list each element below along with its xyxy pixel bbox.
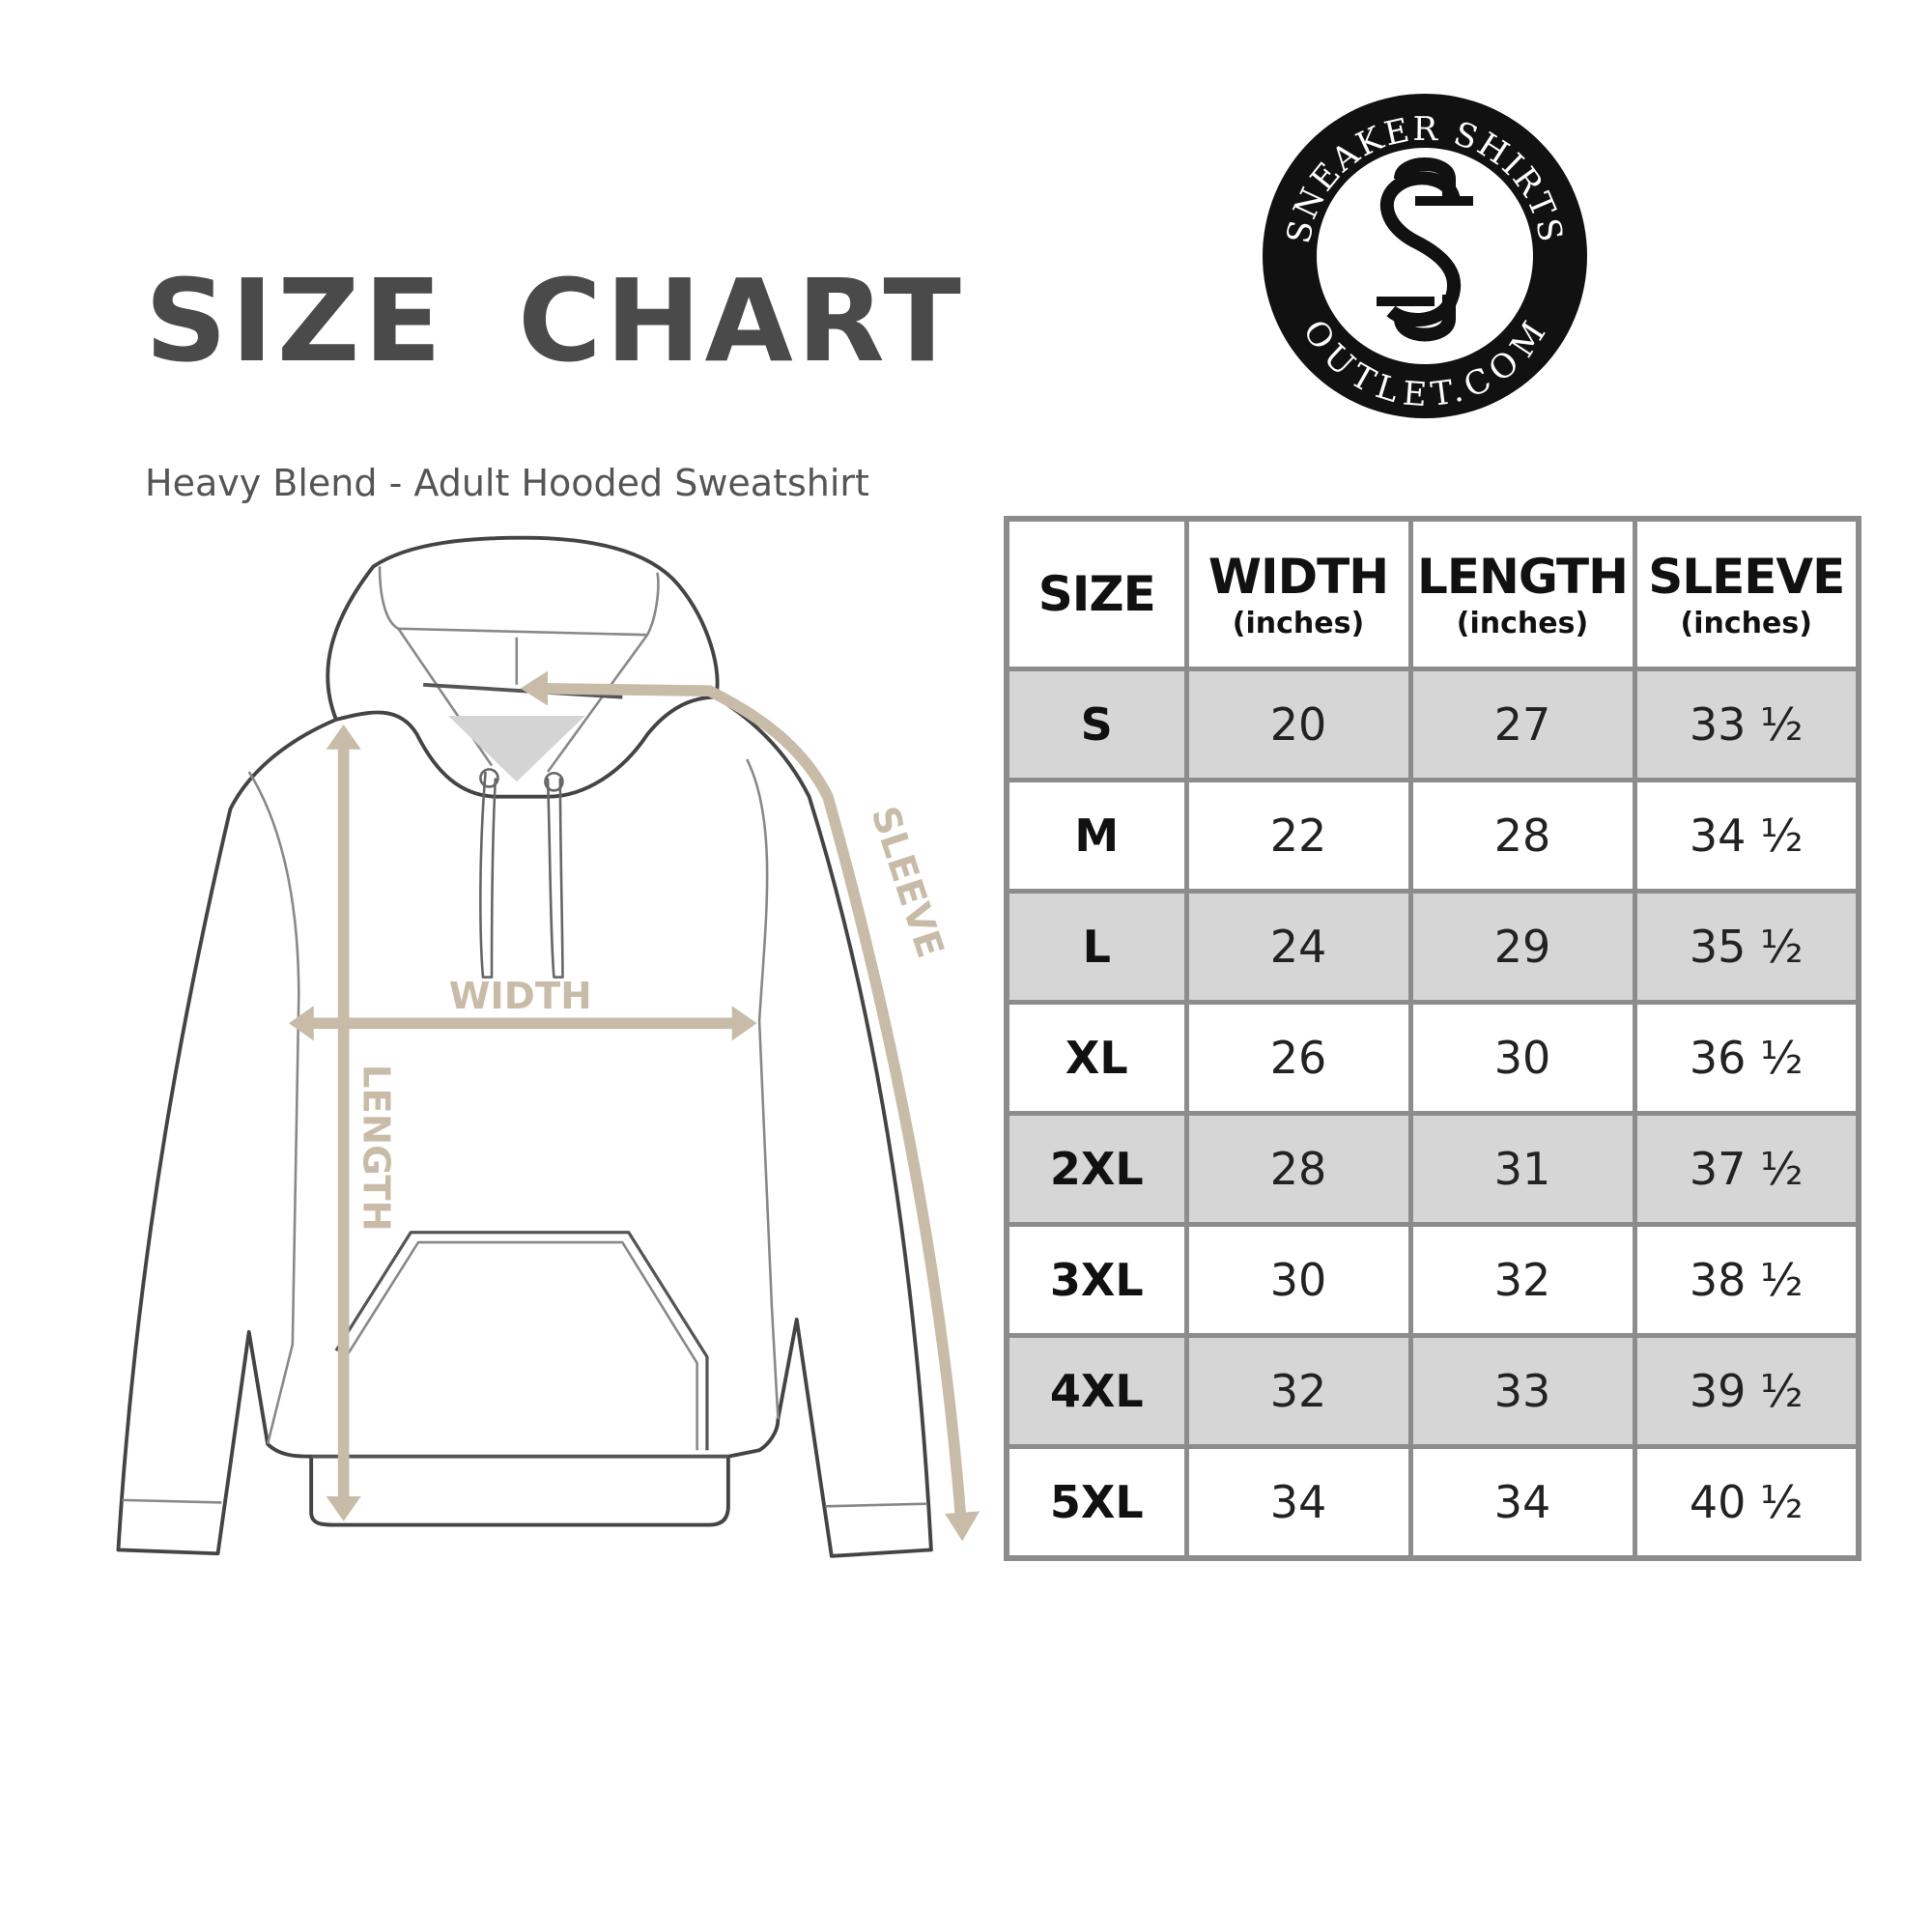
size-cell: XL: [1004, 1000, 1189, 1116]
size-cell: M: [1004, 778, 1189, 894]
header-label: WIDTH: [1208, 548, 1389, 605]
size-cell: 3XL: [1004, 1222, 1189, 1338]
sleeve-cell: 33 ½: [1632, 667, 1861, 782]
table-row: L 24 29 35 ½: [1004, 889, 1861, 1005]
sleeve-arrow: [531, 682, 967, 1527]
page-title: SIZE CHART: [145, 254, 965, 387]
column-header-width: WIDTH (inches): [1183, 516, 1413, 671]
hood-outline: [326, 535, 720, 799]
length-cell: 28: [1407, 778, 1637, 894]
sleeve-label: SLEEVE: [863, 801, 952, 963]
length-cell: 33: [1407, 1333, 1637, 1449]
table-row: 2XL 28 31 37 ½: [1004, 1111, 1861, 1227]
length-cell: 27: [1407, 667, 1637, 782]
size-cell: S: [1004, 667, 1189, 782]
width-cell: 34: [1183, 1444, 1413, 1561]
width-cell: 30: [1183, 1222, 1413, 1338]
length-cell: 34: [1407, 1444, 1637, 1561]
column-header-sleeve: SLEEVE (inches): [1632, 516, 1861, 671]
sleeve-cell: 36 ½: [1632, 1000, 1861, 1116]
table-row: M 22 28 34 ½: [1004, 778, 1861, 894]
table-row: 5XL 34 34 40 ½: [1004, 1444, 1861, 1561]
size-cell: 2XL: [1004, 1111, 1189, 1227]
sleeve-cell: 38 ½: [1632, 1222, 1861, 1338]
size-table: SIZE WIDTH (inches) LENGTH (inches) SLEEVE (in…: [1004, 516, 1861, 1561]
header-label: SLEEVE: [1648, 548, 1845, 605]
brand-logo: SNEAKER SHIRTS OUTLET.COM: [1263, 94, 1587, 418]
pocket-outline: [334, 1231, 709, 1451]
width-cell: 20: [1183, 667, 1413, 782]
sleeve-cell: 39 ½: [1632, 1333, 1861, 1449]
sleeve-cell: 40 ½: [1632, 1444, 1861, 1561]
table-row: 3XL 30 32 38 ½: [1004, 1222, 1861, 1338]
width-cell: 24: [1183, 889, 1413, 1005]
width-cell: 22: [1183, 778, 1413, 894]
table-row: S 20 27 33 ½: [1004, 667, 1861, 782]
size-cell: 5XL: [1004, 1444, 1189, 1561]
column-header-size: SIZE: [1004, 516, 1189, 671]
table-row: XL 26 30 36 ½: [1004, 1000, 1861, 1116]
width-cell: 28: [1183, 1111, 1413, 1227]
size-cell: L: [1004, 889, 1189, 1005]
header-label: LENGTH: [1417, 548, 1629, 605]
table-row: 4XL 32 33 39 ½: [1004, 1333, 1861, 1449]
header-unit: (inches): [1232, 606, 1365, 640]
sleeve-cell: 35 ½: [1632, 889, 1861, 1005]
size-cell: 4XL: [1004, 1333, 1189, 1449]
width-cell: 26: [1183, 1000, 1413, 1116]
length-cell: 32: [1407, 1222, 1637, 1338]
sleeve-cell: 34 ½: [1632, 778, 1861, 894]
width-cell: 32: [1183, 1333, 1413, 1449]
header-unit: (inches): [1456, 606, 1589, 640]
body-outline: [116, 695, 933, 1558]
product-subtitle: Heavy Blend - Adult Hooded Sweatshirt: [145, 462, 869, 504]
length-label: LENGTH: [354, 1065, 397, 1232]
header-unit: (inches): [1680, 606, 1812, 640]
sleeve-cell: 37 ½: [1632, 1111, 1861, 1227]
length-cell: 30: [1407, 1000, 1637, 1116]
length-cell: 29: [1407, 889, 1637, 1005]
column-header-length: LENGTH (inches): [1407, 516, 1637, 671]
width-label: WIDTH: [449, 975, 592, 1018]
length-cell: 31: [1407, 1111, 1637, 1227]
monogram-icon: [1377, 157, 1473, 342]
header-label: SIZE: [1037, 566, 1156, 622]
